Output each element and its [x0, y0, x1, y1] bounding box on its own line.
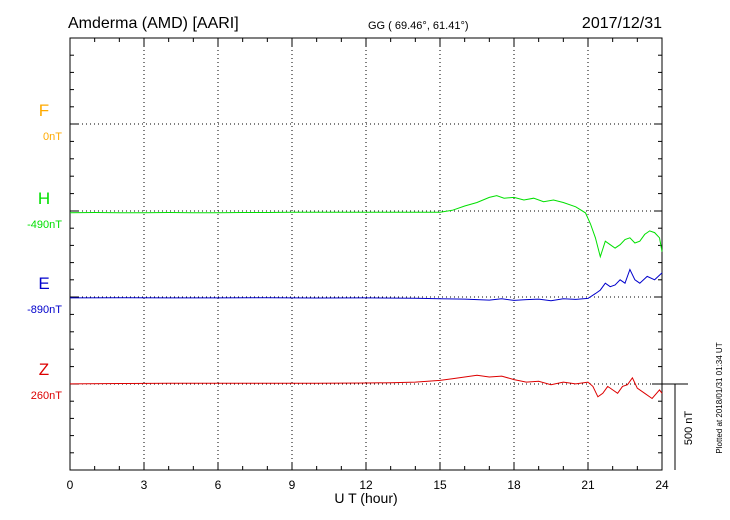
- series-label-F: F: [39, 101, 49, 120]
- series-label-Z: Z: [39, 360, 49, 379]
- series-label-H: H: [38, 189, 50, 208]
- x-tick-label: 6: [215, 478, 222, 492]
- x-axis-label: U T (hour): [334, 490, 397, 506]
- scale-bar: 500 nT: [652, 383, 695, 470]
- series-labels: F 0nT H -490nT E -890nT Z 260nT: [27, 101, 62, 402]
- grid-lines: [70, 38, 662, 470]
- series-label-E: E: [38, 274, 49, 293]
- x-tick-label: 15: [433, 478, 447, 492]
- x-tick-label: 3: [141, 478, 148, 492]
- date-label: 2017/12/31: [582, 15, 662, 32]
- series-baseline-F: 0nT: [43, 131, 62, 143]
- x-tick-label: 9: [289, 478, 296, 492]
- series-baseline-Z: 260nT: [31, 390, 62, 402]
- x-tick-label: 0: [67, 478, 74, 492]
- series-baseline-E: -890nT: [27, 304, 62, 316]
- series-line-E: [69, 268, 663, 302]
- series-baseline-H: -490nT: [27, 219, 62, 231]
- coordinates-label: GG ( 69.46°, 61.41°): [368, 20, 469, 32]
- station-title: Amderma (AMD) [AARI]: [68, 15, 239, 32]
- x-tick-label: 12: [359, 478, 373, 492]
- series-line-H: [69, 195, 663, 259]
- plotted-timestamp: Plotted at 2018/01/31 01:34 UT: [715, 342, 724, 453]
- x-tick-label: 24: [655, 478, 669, 492]
- x-tick-label: 18: [507, 478, 521, 492]
- scale-bar-label: 500 nT: [683, 411, 695, 446]
- axis-ticks: 0 3 6 9 12 15 18 21 24: [67, 37, 669, 492]
- series-lines: [69, 195, 663, 400]
- series-line-Z: [69, 374, 663, 400]
- x-tick-label: 21: [581, 478, 595, 492]
